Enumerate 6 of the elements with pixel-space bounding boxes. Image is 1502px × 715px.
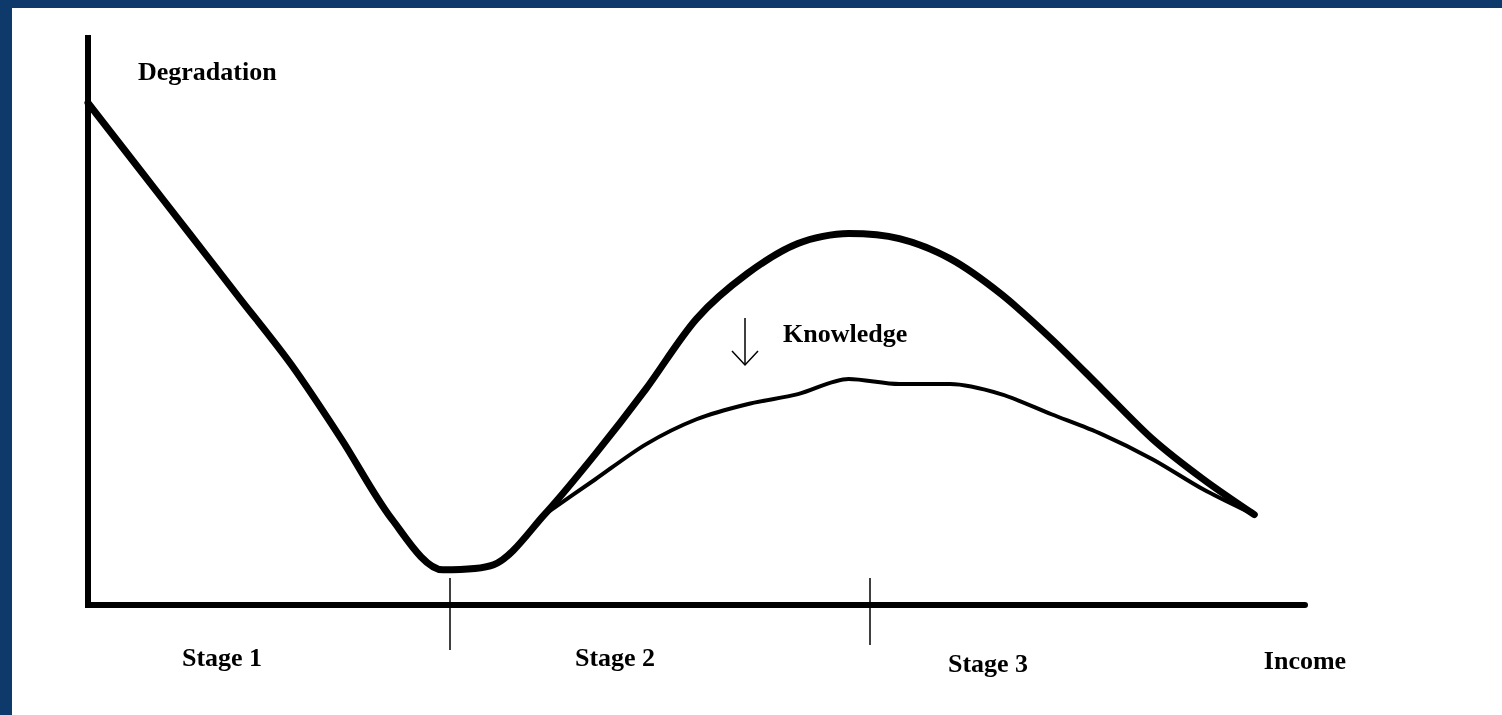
text: Stage 3: [947, 648, 1029, 678]
x-axis-title: Income: [1263, 645, 1347, 675]
y-axis-title: Degradation: [138, 56, 278, 86]
annotation: Knowledge: [783, 318, 908, 348]
text: Stage 2: [574, 642, 656, 672]
text: Stage 1: [181, 642, 263, 672]
